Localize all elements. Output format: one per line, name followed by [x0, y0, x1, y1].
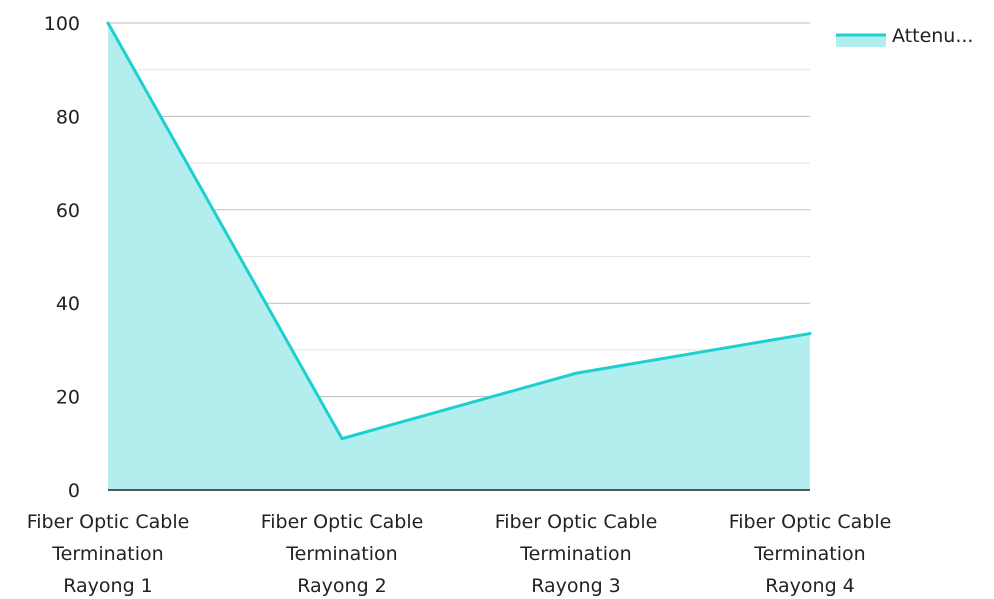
x-category-label: Fiber Optic Cable Termination Rayong 3 — [495, 511, 658, 597]
data-point-4[interactable] — [808, 332, 812, 336]
x-category-label: Fiber Optic Cable Termination Rayong 4 — [729, 511, 892, 597]
legend-label: Attenu... — [892, 25, 973, 47]
x-category-label: Fiber Optic Cable Termination Rayong 1 — [27, 511, 190, 597]
data-point-1[interactable] — [106, 21, 110, 25]
series-area-fill — [108, 23, 810, 490]
data-point-3[interactable] — [574, 371, 578, 375]
y-tick-label: 20 — [56, 387, 80, 409]
legend-swatch — [836, 34, 886, 47]
legend[interactable]: Attenu... — [836, 25, 973, 47]
series-area — [108, 23, 810, 490]
series-line-path — [106, 22, 811, 441]
x-axis-category-labels: Fiber Optic Cable Termination Rayong 1 Fibe… — [27, 511, 892, 597]
y-axis-tick-labels: 0 20 40 60 80 100 — [44, 13, 80, 502]
y-tick-label: 80 — [56, 106, 80, 128]
y-tick-label: 100 — [44, 13, 80, 35]
y-tick-label: 0 — [68, 480, 80, 502]
y-tick-label: 60 — [56, 200, 80, 222]
x-category-label: Fiber Optic Cable Termination Rayong 2 — [261, 511, 424, 597]
data-point-2[interactable] — [340, 437, 344, 441]
y-tick-label: 40 — [56, 293, 80, 315]
series-line — [106, 21, 812, 441]
